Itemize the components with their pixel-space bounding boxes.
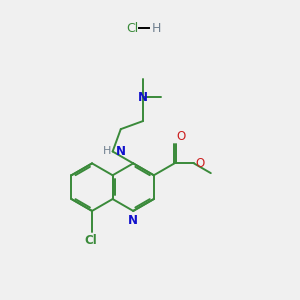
Text: N: N bbox=[116, 145, 126, 158]
Text: H: H bbox=[103, 146, 111, 157]
Text: Cl: Cl bbox=[126, 22, 139, 34]
Text: N: N bbox=[128, 214, 138, 227]
Text: Cl: Cl bbox=[84, 234, 97, 247]
Text: N: N bbox=[138, 91, 148, 104]
Text: O: O bbox=[195, 157, 205, 170]
Text: H: H bbox=[152, 22, 161, 34]
Text: O: O bbox=[177, 130, 186, 143]
